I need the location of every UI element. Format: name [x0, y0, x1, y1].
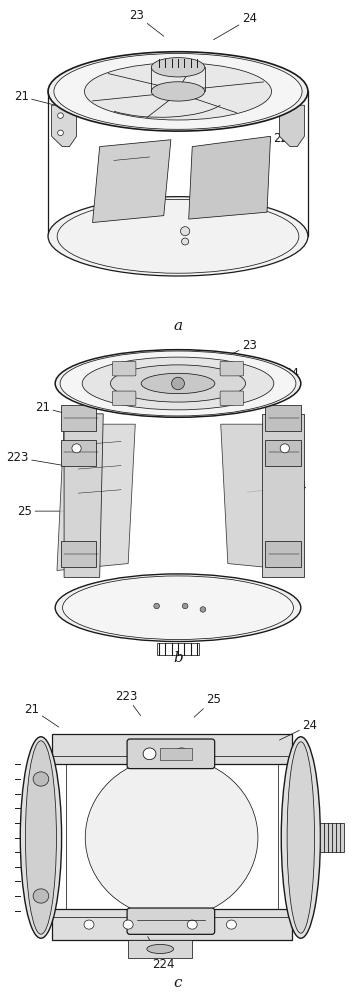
FancyBboxPatch shape: [61, 405, 96, 431]
Ellipse shape: [141, 373, 215, 394]
Ellipse shape: [82, 357, 274, 410]
Circle shape: [200, 607, 206, 612]
Ellipse shape: [151, 82, 205, 101]
FancyBboxPatch shape: [265, 541, 301, 567]
Text: 21: 21: [14, 90, 62, 107]
Circle shape: [182, 238, 189, 245]
Text: 25: 25: [194, 693, 221, 717]
Ellipse shape: [20, 737, 62, 938]
Ellipse shape: [60, 351, 296, 416]
Text: 23: 23: [206, 339, 257, 366]
Circle shape: [180, 227, 190, 236]
Text: 25: 25: [214, 187, 257, 204]
FancyBboxPatch shape: [112, 361, 136, 376]
Ellipse shape: [55, 350, 301, 417]
Ellipse shape: [48, 197, 308, 276]
Polygon shape: [189, 136, 271, 219]
Ellipse shape: [85, 757, 258, 918]
Text: 23: 23: [130, 9, 164, 36]
Circle shape: [58, 130, 63, 136]
Text: 21: 21: [25, 703, 59, 727]
Text: 224: 224: [148, 937, 175, 971]
Ellipse shape: [151, 58, 205, 77]
Circle shape: [33, 889, 49, 903]
FancyBboxPatch shape: [127, 908, 215, 934]
Text: a: a: [173, 319, 183, 333]
Text: c: c: [174, 976, 182, 990]
Text: 25: 25: [17, 505, 77, 518]
Text: 223: 223: [115, 690, 141, 716]
Circle shape: [143, 748, 156, 760]
FancyBboxPatch shape: [61, 440, 96, 466]
FancyBboxPatch shape: [127, 739, 215, 769]
Polygon shape: [52, 909, 292, 940]
Polygon shape: [221, 424, 299, 570]
Circle shape: [33, 772, 49, 786]
Ellipse shape: [110, 365, 246, 402]
Circle shape: [226, 920, 236, 929]
FancyBboxPatch shape: [265, 405, 301, 431]
Polygon shape: [52, 105, 77, 147]
Circle shape: [123, 920, 133, 929]
Ellipse shape: [287, 742, 315, 933]
Text: 224: 224: [247, 480, 307, 493]
Ellipse shape: [48, 52, 308, 131]
FancyBboxPatch shape: [265, 440, 301, 466]
Polygon shape: [262, 414, 304, 577]
Polygon shape: [320, 823, 344, 852]
Ellipse shape: [84, 63, 272, 120]
Polygon shape: [93, 140, 171, 223]
FancyBboxPatch shape: [220, 361, 244, 376]
Ellipse shape: [54, 54, 302, 129]
Ellipse shape: [147, 944, 174, 954]
Ellipse shape: [281, 737, 320, 938]
Text: 24: 24: [214, 12, 257, 40]
FancyBboxPatch shape: [220, 391, 244, 406]
Circle shape: [280, 444, 289, 453]
Circle shape: [84, 920, 94, 929]
Circle shape: [58, 113, 63, 118]
Ellipse shape: [63, 576, 293, 640]
Polygon shape: [64, 414, 103, 577]
Text: 224: 224: [239, 131, 296, 150]
Circle shape: [72, 444, 81, 453]
Polygon shape: [52, 734, 292, 764]
Circle shape: [175, 748, 188, 760]
Ellipse shape: [26, 741, 56, 934]
Polygon shape: [279, 105, 304, 147]
Circle shape: [182, 603, 188, 609]
FancyBboxPatch shape: [112, 391, 136, 406]
Text: b: b: [173, 651, 183, 665]
FancyBboxPatch shape: [61, 541, 96, 567]
Polygon shape: [128, 940, 192, 958]
Text: 21: 21: [35, 401, 84, 418]
Polygon shape: [160, 748, 192, 760]
Text: 223: 223: [7, 451, 78, 468]
Circle shape: [187, 920, 197, 929]
Ellipse shape: [55, 574, 301, 642]
Text: 24: 24: [279, 719, 317, 740]
Circle shape: [154, 603, 159, 609]
Text: 24: 24: [249, 367, 299, 383]
Circle shape: [172, 377, 184, 390]
Polygon shape: [57, 424, 135, 570]
